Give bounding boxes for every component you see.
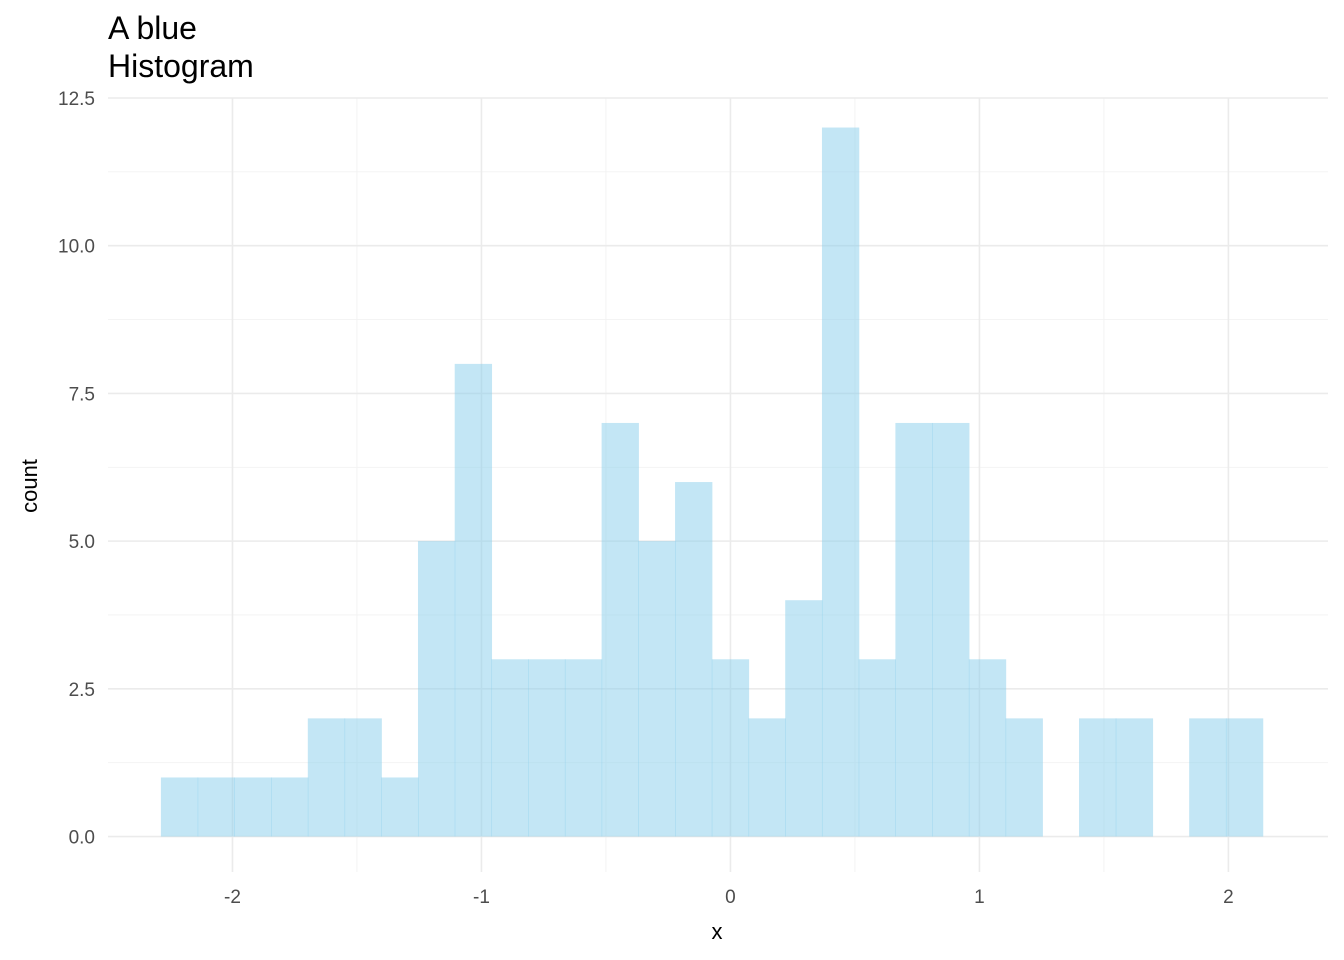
histogram-bar bbox=[491, 659, 529, 837]
y-tick-labels: 0.0 2.5 5.0 7.5 10.0 12.5 bbox=[58, 89, 95, 849]
y-tick-label: 5.0 bbox=[69, 532, 95, 553]
y-tick-label: 12.5 bbox=[58, 89, 95, 110]
y-tick-label: 0.0 bbox=[69, 828, 95, 849]
x-tick-label: 2 bbox=[1223, 887, 1234, 908]
x-tick-label: 0 bbox=[725, 887, 736, 908]
histogram-bar bbox=[344, 718, 382, 837]
histogram-bar bbox=[197, 777, 235, 837]
histogram-bar bbox=[638, 541, 676, 837]
histogram-bar bbox=[271, 777, 309, 837]
chart-title-line-1: A blue bbox=[108, 10, 197, 46]
x-tick-label: 1 bbox=[974, 887, 985, 908]
histogram-bar bbox=[821, 127, 860, 837]
chart-title-line-2: Histogram bbox=[108, 48, 254, 84]
x-tick-label: -2 bbox=[224, 887, 241, 908]
histogram-bar bbox=[748, 718, 786, 837]
histogram-bars bbox=[160, 127, 1264, 837]
histogram-bar bbox=[601, 422, 639, 837]
histogram-bar bbox=[1189, 718, 1227, 837]
histogram-bar bbox=[895, 422, 933, 837]
x-tick-labels: -2 -1 0 1 2 bbox=[224, 887, 1234, 908]
histogram-bar bbox=[858, 659, 896, 837]
histogram-bar bbox=[968, 659, 1007, 837]
y-tick-label: 10.0 bbox=[58, 237, 95, 258]
histogram-bar bbox=[932, 422, 970, 837]
histogram-bar bbox=[234, 777, 272, 837]
histogram-bar bbox=[564, 659, 603, 837]
histogram-bar bbox=[1225, 718, 1264, 837]
x-axis-title: x bbox=[712, 919, 723, 944]
histogram-bar bbox=[307, 718, 346, 837]
histogram-bar bbox=[528, 659, 566, 837]
histogram-bar bbox=[785, 600, 823, 837]
histogram-bar bbox=[160, 777, 199, 837]
histogram-bar bbox=[1115, 718, 1154, 837]
y-tick-label: 2.5 bbox=[69, 680, 95, 701]
histogram-bar bbox=[711, 659, 750, 837]
histogram-bar bbox=[675, 482, 713, 837]
histogram-bar bbox=[417, 541, 456, 837]
y-tick-label: 7.5 bbox=[69, 384, 95, 405]
x-tick-label: -1 bbox=[473, 887, 490, 908]
histogram-bar bbox=[1079, 718, 1117, 837]
histogram-bar bbox=[454, 363, 493, 837]
histogram-bar bbox=[381, 777, 419, 837]
histogram-bar bbox=[1005, 718, 1043, 837]
y-axis-title: count bbox=[17, 459, 42, 513]
